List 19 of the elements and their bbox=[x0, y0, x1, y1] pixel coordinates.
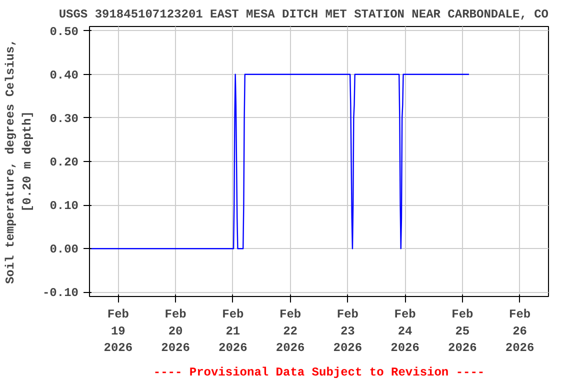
x-tick-label: Feb 23 2026 bbox=[333, 308, 362, 356]
x-tick-label: Feb 20 2026 bbox=[161, 308, 190, 356]
y-tick-label: -0.10 bbox=[42, 286, 79, 300]
text: ---- Provisional Data Subject to Revision ---- bbox=[153, 366, 485, 380]
y-tick-label: 0.50 bbox=[50, 24, 79, 39]
chart-title: USGS 391845107123201 EAST MESA DITCH MET STATION NEAR CARBONDALE, CO bbox=[58, 8, 549, 22]
line-series bbox=[90, 74, 470, 250]
x-tick-label: Feb 19 2026 bbox=[104, 308, 133, 356]
x-tick-label: Feb 24 2026 bbox=[390, 308, 420, 356]
x-tick-label: Feb 26 2026 bbox=[505, 308, 534, 356]
x-tick-label: Feb 22 2026 bbox=[276, 308, 305, 356]
y-tick-label: 0.30 bbox=[50, 112, 79, 126]
y-tick-label: 0.00 bbox=[50, 242, 79, 257]
x-tick-label: Feb 21 2026 bbox=[218, 308, 248, 356]
y-tick-label: 0.20 bbox=[50, 156, 79, 170]
x-tick-label: Feb 25 2026 bbox=[448, 308, 477, 356]
y-tick-label: 0.10 bbox=[50, 199, 79, 214]
y-tick-label: 0.40 bbox=[50, 68, 79, 82]
y-axis-title: Soil temperature, degrees Celsius, [0.20 m depth] bbox=[4, 39, 34, 284]
